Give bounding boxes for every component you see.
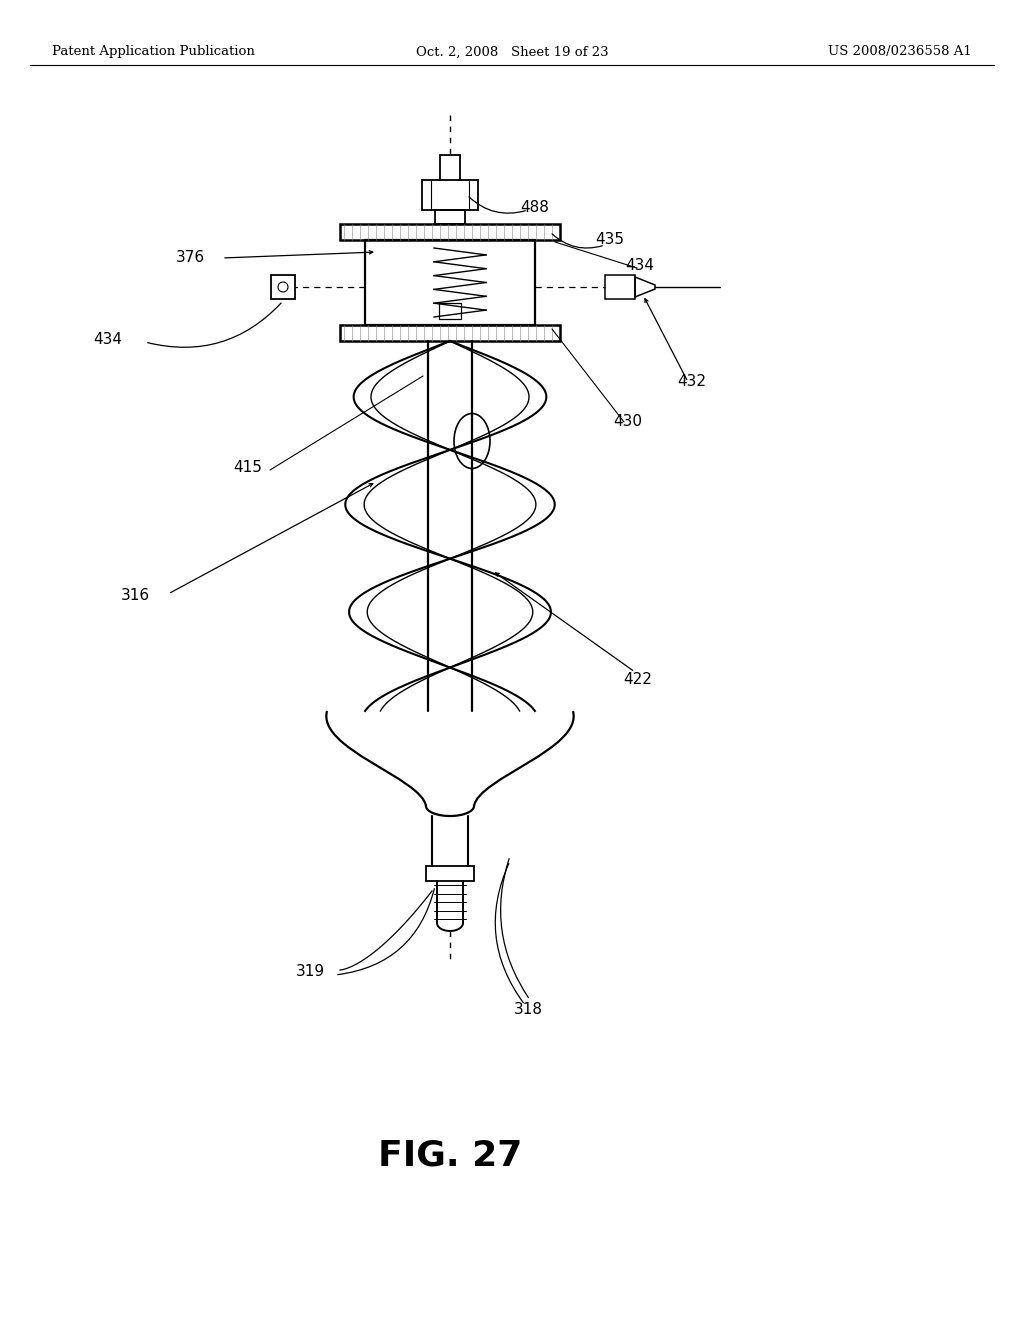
Bar [271,275,295,300]
Text: Patent Application Publication: Patent Application Publication [52,45,255,58]
Text: Oct. 2, 2008   Sheet 19 of 23: Oct. 2, 2008 Sheet 19 of 23 [416,45,608,58]
Text: 432: 432 [678,375,707,389]
Bar [605,275,635,300]
Text: FIG. 27: FIG. 27 [378,1138,522,1172]
Text: 434: 434 [93,333,123,347]
Text: 376: 376 [175,251,205,265]
Text: 430: 430 [613,414,642,429]
Text: 318: 318 [513,1002,543,1018]
Text: 434: 434 [626,257,654,272]
Bar [340,224,560,240]
Text: 319: 319 [296,965,325,979]
Bar [435,210,465,224]
Bar [365,240,535,325]
Text: 422: 422 [624,672,652,688]
Text: US 2008/0236558 A1: US 2008/0236558 A1 [828,45,972,58]
Text: 435: 435 [596,232,625,248]
Bar [340,325,560,341]
Bar [439,304,461,319]
Text: 488: 488 [520,201,550,215]
Bar [426,866,474,880]
Text: 415: 415 [233,461,262,475]
Bar [422,180,478,210]
Text: 316: 316 [121,587,150,602]
